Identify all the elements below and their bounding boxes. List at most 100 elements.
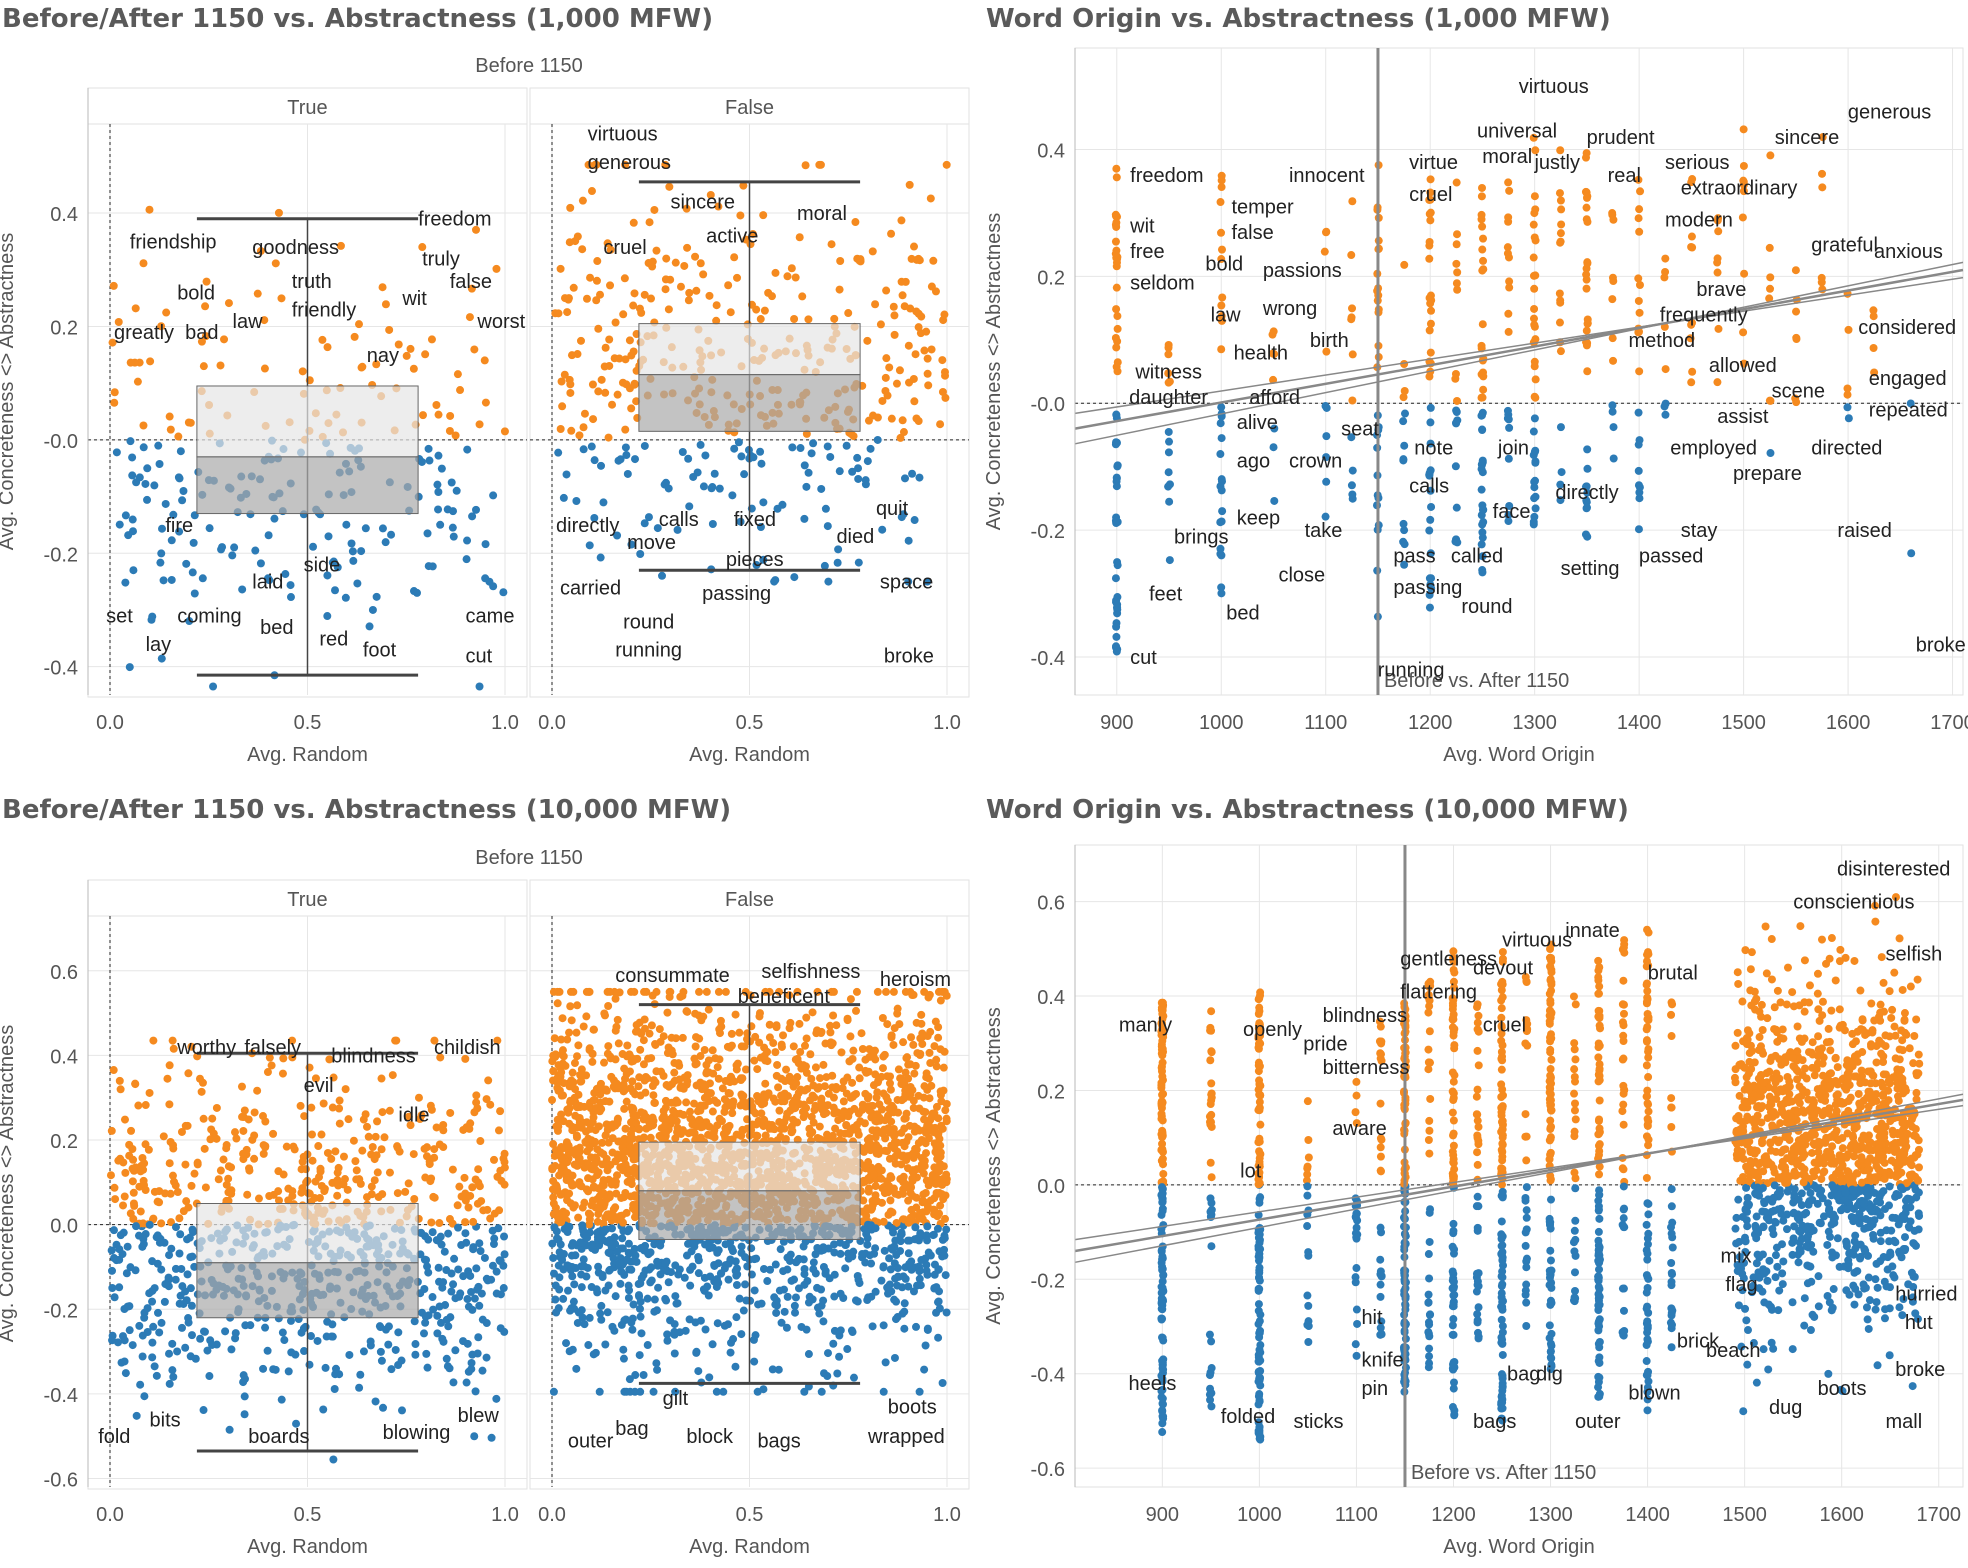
data-point xyxy=(197,1087,206,1096)
data-point xyxy=(436,520,445,529)
data-point xyxy=(175,527,184,536)
data-point xyxy=(331,1370,340,1379)
data-point xyxy=(1504,178,1513,187)
data-point xyxy=(621,355,630,364)
data-point xyxy=(1843,384,1852,393)
data-point xyxy=(603,1308,612,1317)
data-point xyxy=(857,1029,866,1038)
data-point xyxy=(1478,393,1487,402)
data-point xyxy=(817,1301,826,1310)
data-point xyxy=(1478,520,1487,529)
data-point xyxy=(1529,427,1538,436)
data-point xyxy=(632,1020,641,1029)
data-point xyxy=(670,1068,679,1077)
data-point xyxy=(597,1301,606,1310)
data-point xyxy=(806,1050,815,1059)
data-point xyxy=(341,593,350,602)
data-point xyxy=(1112,258,1121,267)
data-point xyxy=(898,416,907,425)
data-point xyxy=(143,1304,152,1313)
data-point xyxy=(898,1283,907,1292)
data-point xyxy=(181,1343,190,1352)
point-label: childish xyxy=(434,1037,501,1059)
data-point xyxy=(1531,458,1540,467)
data-point xyxy=(737,1248,746,1257)
data-point xyxy=(199,1114,208,1123)
data-point xyxy=(1739,187,1748,196)
data-point xyxy=(627,351,636,360)
data-point xyxy=(723,1123,732,1132)
data-point xyxy=(464,1367,473,1376)
box-upper xyxy=(638,1141,861,1192)
data-point xyxy=(1714,227,1723,236)
data-point xyxy=(549,1193,558,1202)
data-point xyxy=(664,1043,673,1052)
data-point xyxy=(217,545,226,554)
data-point xyxy=(855,1074,864,1083)
x-tick-label: 1600 xyxy=(1826,712,1871,734)
data-point xyxy=(264,531,273,540)
data-point xyxy=(633,1027,642,1036)
data-point xyxy=(861,1089,870,1098)
data-point xyxy=(296,1101,305,1110)
data-point xyxy=(343,1185,352,1194)
data-point xyxy=(671,1261,680,1270)
data-point xyxy=(661,285,670,294)
data-point xyxy=(1582,341,1591,350)
data-point xyxy=(410,1317,419,1326)
point-label: bed xyxy=(260,617,293,639)
data-point xyxy=(292,1419,301,1428)
data-point xyxy=(848,1054,857,1063)
data-point xyxy=(1347,251,1356,260)
data-point xyxy=(357,547,366,556)
data-point xyxy=(128,527,137,536)
data-point xyxy=(736,211,745,220)
data-point xyxy=(1478,245,1487,254)
data-point xyxy=(829,1339,838,1348)
data-point xyxy=(917,1010,926,1019)
data-point xyxy=(771,1260,780,1269)
data-point xyxy=(630,289,639,298)
data-point xyxy=(895,366,904,375)
data-point xyxy=(922,1069,931,1078)
y-tick-label: 0.0 xyxy=(50,1216,78,1238)
data-point xyxy=(690,1129,699,1138)
data-point xyxy=(670,1330,679,1339)
data-point xyxy=(817,1387,826,1396)
data-point xyxy=(1477,210,1486,219)
data-point xyxy=(842,1089,851,1098)
data-point xyxy=(421,350,430,359)
data-point xyxy=(1504,415,1513,424)
point-label: seat xyxy=(1341,419,1379,441)
data-point xyxy=(202,277,211,286)
data-point xyxy=(189,538,198,547)
data-point xyxy=(397,1406,406,1415)
data-point xyxy=(489,491,498,500)
data-point xyxy=(475,420,484,429)
data-point xyxy=(347,539,356,548)
data-point xyxy=(1399,417,1408,426)
data-point xyxy=(686,1281,695,1290)
point-label: directly xyxy=(556,515,619,537)
data-point xyxy=(673,1299,682,1308)
data-point xyxy=(402,351,411,360)
data-point xyxy=(153,1231,162,1240)
data-point xyxy=(628,1325,637,1334)
data-point xyxy=(559,1265,568,1274)
data-point xyxy=(588,1049,597,1058)
data-point xyxy=(1478,222,1487,231)
data-point xyxy=(661,275,670,284)
data-point xyxy=(243,1190,252,1199)
data-point xyxy=(807,1074,816,1083)
data-point xyxy=(345,1350,354,1359)
data-point xyxy=(597,375,606,384)
data-point xyxy=(891,1159,900,1168)
data-point xyxy=(1217,434,1226,443)
data-point xyxy=(910,397,919,406)
data-point xyxy=(165,412,174,421)
data-point xyxy=(917,1135,926,1144)
data-point xyxy=(1531,271,1540,280)
data-point xyxy=(448,523,457,532)
data-point xyxy=(826,1028,835,1037)
point-label: fold xyxy=(98,1426,130,1448)
